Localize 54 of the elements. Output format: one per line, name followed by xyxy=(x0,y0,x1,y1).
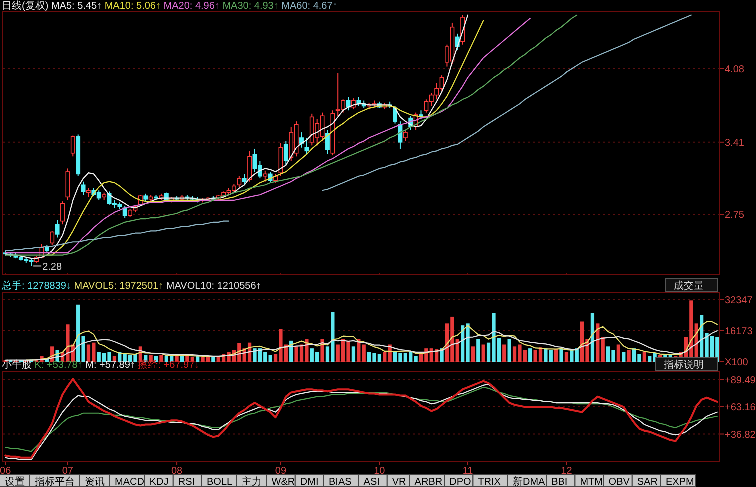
text: TRIX xyxy=(478,477,502,487)
text: 擦经: +67.97↓ xyxy=(138,359,200,371)
text: MACD xyxy=(115,477,144,487)
text: 新DMA xyxy=(513,476,546,487)
text: MA30: 4.93↑ xyxy=(222,1,279,12)
x-tick-label: 11 xyxy=(462,466,474,477)
text: K: +53.78↑ xyxy=(34,360,83,371)
x-tick-label: 07 xyxy=(62,466,74,477)
text: 指标平台 xyxy=(34,476,75,487)
text: MA10: 5.06↑ xyxy=(104,1,161,12)
y-tick-label: 2.75 xyxy=(725,210,745,222)
text: 设置 xyxy=(5,476,25,487)
y-tick-label: +63.16 xyxy=(725,402,756,414)
y-tick-label: 16173 xyxy=(725,326,754,338)
text: 成交量 xyxy=(674,280,704,292)
x-tick-label: 09 xyxy=(275,466,287,477)
text: SAR xyxy=(637,477,658,487)
text: MAVOL5: 1972501↑ xyxy=(74,281,164,292)
text: RSI xyxy=(178,477,196,487)
y-tick-label: +89.49 xyxy=(725,375,756,386)
text: OBV xyxy=(608,477,630,487)
y-tick-label: X100 xyxy=(725,358,749,368)
x-tick-label: 06 xyxy=(0,466,12,477)
annotation: 指标说明 xyxy=(663,359,704,371)
y-tick-label: 4.08 xyxy=(725,64,745,76)
x-tick-label: 10 xyxy=(374,466,386,477)
series-label: 总手: 1278839↓ xyxy=(1,280,72,292)
text: MAVOL10: 1210556↑ xyxy=(166,281,262,292)
x-tick-label: 12 xyxy=(561,466,573,477)
text: VR xyxy=(392,477,406,487)
text: MA5: 5.45↑ xyxy=(51,1,102,12)
chart-title: 日线(复权) xyxy=(2,0,49,12)
text: DMI xyxy=(300,477,319,487)
chart-title: 小牛股 xyxy=(2,359,32,371)
text: EXPM xyxy=(666,477,694,487)
text: BOLL xyxy=(207,477,234,487)
text: MA60: 4.67↑ xyxy=(282,1,338,12)
y-tick-label: 3.41 xyxy=(725,138,745,149)
text: MTM xyxy=(580,477,603,487)
y-tick-label: 32347 xyxy=(725,296,754,306)
text: KDJ xyxy=(150,477,169,487)
text: ASI xyxy=(364,477,380,487)
text: W&R xyxy=(272,477,296,487)
text: BBI xyxy=(552,477,568,487)
text: 资讯 xyxy=(85,476,105,487)
text: M: +57.89↑ xyxy=(86,360,136,371)
text: MA20: 4.96↑ xyxy=(164,1,220,12)
y-tick-label: +36.82 xyxy=(725,430,756,441)
annotation: 2.28 xyxy=(42,262,62,274)
x-tick-label: 08 xyxy=(171,466,184,477)
text: DPO xyxy=(450,477,472,487)
text: BIAS xyxy=(329,477,352,487)
text: 主力 xyxy=(242,476,262,487)
text: ARBR xyxy=(414,477,443,487)
